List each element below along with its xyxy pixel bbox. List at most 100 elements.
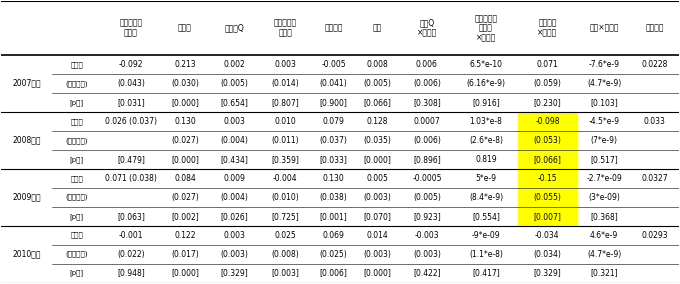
Text: [0.001]: [0.001] bbox=[320, 212, 347, 221]
Text: (0.059): (0.059) bbox=[534, 79, 562, 88]
Text: [0.000]: [0.000] bbox=[171, 98, 199, 107]
Text: [0.517]: [0.517] bbox=[590, 155, 618, 164]
Text: [0.923]: [0.923] bbox=[413, 212, 441, 221]
Text: 三大都市圏
ダミー: 三大都市圏 ダミー bbox=[120, 19, 143, 37]
Text: [0.434]: [0.434] bbox=[220, 155, 248, 164]
Text: 0.033: 0.033 bbox=[644, 117, 666, 126]
Text: (0.006): (0.006) bbox=[413, 136, 441, 145]
Text: 2009年度: 2009年度 bbox=[12, 193, 41, 202]
Text: (0.004): (0.004) bbox=[220, 193, 248, 202]
Text: 0.213: 0.213 bbox=[174, 60, 196, 69]
Text: [p値]: [p値] bbox=[70, 99, 84, 106]
Text: 推定値: 推定値 bbox=[71, 232, 83, 239]
Text: -0.005: -0.005 bbox=[321, 60, 345, 69]
Text: (6.16*e-9): (6.16*e-9) bbox=[466, 79, 505, 88]
Text: (0.003): (0.003) bbox=[413, 250, 441, 259]
Text: (4.7*e-9): (4.7*e-9) bbox=[587, 79, 621, 88]
Text: -0.004: -0.004 bbox=[273, 174, 297, 183]
Text: [0.359]: [0.359] bbox=[271, 155, 299, 164]
Text: [0.103]: [0.103] bbox=[590, 98, 618, 107]
Text: -0.0005: -0.0005 bbox=[412, 174, 441, 183]
Text: (0.017): (0.017) bbox=[171, 250, 199, 259]
Text: -9*e-09: -9*e-09 bbox=[472, 231, 500, 240]
Text: [0.003]: [0.003] bbox=[271, 269, 299, 278]
Text: 0.079: 0.079 bbox=[322, 117, 344, 126]
Text: キャッシュ
フロー: キャッシュ フロー bbox=[273, 19, 296, 37]
Text: 0.071 (0.038): 0.071 (0.038) bbox=[105, 174, 157, 183]
Text: (2.6*e-8): (2.6*e-8) bbox=[469, 136, 503, 145]
Text: (0.022): (0.022) bbox=[117, 250, 145, 259]
Text: [p値]: [p値] bbox=[70, 270, 84, 277]
Text: (0.035): (0.035) bbox=[364, 136, 392, 145]
Text: [0.000]: [0.000] bbox=[364, 269, 392, 278]
Text: (0.034): (0.034) bbox=[534, 250, 562, 259]
Text: (0.003): (0.003) bbox=[364, 193, 392, 202]
Text: (標準誤差): (標準誤差) bbox=[65, 137, 88, 143]
Text: [0.026]: [0.026] bbox=[220, 212, 248, 221]
Text: 土地×ダミー: 土地×ダミー bbox=[590, 24, 619, 33]
Text: 0.069: 0.069 bbox=[322, 231, 344, 240]
Text: (0.003): (0.003) bbox=[364, 250, 392, 259]
Bar bbox=[518, 150, 577, 169]
Bar bbox=[518, 112, 577, 131]
Text: -2.7*e-09: -2.7*e-09 bbox=[586, 174, 622, 183]
Text: 0.0228: 0.0228 bbox=[642, 60, 668, 69]
Text: [p値]: [p値] bbox=[70, 213, 84, 220]
Text: [0.422]: [0.422] bbox=[413, 269, 441, 278]
Text: (0.053): (0.053) bbox=[534, 136, 562, 145]
Text: 0.005: 0.005 bbox=[367, 174, 389, 183]
Text: 負債比率
×ダミー: 負債比率 ×ダミー bbox=[537, 19, 558, 37]
Text: (0.041): (0.041) bbox=[320, 79, 347, 88]
Text: [0.031]: [0.031] bbox=[117, 98, 145, 107]
Text: (0.005): (0.005) bbox=[364, 79, 392, 88]
Text: 0.003: 0.003 bbox=[274, 60, 296, 69]
Text: 4.6*e-9: 4.6*e-9 bbox=[590, 231, 618, 240]
Text: [0.007]: [0.007] bbox=[534, 212, 562, 221]
Text: 負債比率: 負債比率 bbox=[324, 24, 343, 33]
Text: -0.092: -0.092 bbox=[119, 60, 143, 69]
Text: [0.329]: [0.329] bbox=[534, 269, 561, 278]
Text: (0.037): (0.037) bbox=[320, 136, 347, 145]
Text: 土地: 土地 bbox=[373, 24, 382, 33]
Text: [0.916]: [0.916] bbox=[472, 98, 500, 107]
Text: (0.027): (0.027) bbox=[171, 193, 199, 202]
Text: 2008年度: 2008年度 bbox=[12, 136, 41, 145]
Text: [p値]: [p値] bbox=[70, 156, 84, 163]
Text: 0.0007: 0.0007 bbox=[413, 117, 440, 126]
Text: [0.900]: [0.900] bbox=[320, 98, 347, 107]
Text: (0.025): (0.025) bbox=[320, 250, 347, 259]
Text: (標準誤差): (標準誤差) bbox=[65, 251, 88, 257]
Text: 0.003: 0.003 bbox=[223, 117, 245, 126]
Text: 0.130: 0.130 bbox=[322, 174, 344, 183]
Text: [0.063]: [0.063] bbox=[117, 212, 145, 221]
Text: 決定係数: 決定係数 bbox=[645, 24, 664, 33]
Text: (0.014): (0.014) bbox=[271, 79, 299, 88]
Text: 0.025: 0.025 bbox=[274, 231, 296, 240]
Text: 限界のQ: 限界のQ bbox=[224, 24, 244, 33]
Text: (1.1*e-8): (1.1*e-8) bbox=[469, 250, 503, 259]
Text: [0.807]: [0.807] bbox=[271, 98, 299, 107]
Text: (0.008): (0.008) bbox=[271, 250, 299, 259]
Text: (0.011): (0.011) bbox=[271, 136, 299, 145]
Text: 2010年度: 2010年度 bbox=[12, 250, 41, 259]
Text: [0.002]: [0.002] bbox=[171, 212, 199, 221]
Text: (0.006): (0.006) bbox=[413, 79, 441, 88]
Text: 0.128: 0.128 bbox=[367, 117, 388, 126]
Text: (0.005): (0.005) bbox=[220, 79, 248, 88]
Text: 5*e-9: 5*e-9 bbox=[475, 174, 496, 183]
Text: [0.479]: [0.479] bbox=[117, 155, 145, 164]
Text: 0.026 (0.037): 0.026 (0.037) bbox=[105, 117, 157, 126]
Text: 0.010: 0.010 bbox=[274, 117, 296, 126]
Text: 推定値: 推定値 bbox=[71, 175, 83, 181]
Text: [0.006]: [0.006] bbox=[320, 269, 347, 278]
Text: -0.001: -0.001 bbox=[119, 231, 143, 240]
Text: (0.003): (0.003) bbox=[220, 250, 248, 259]
Text: 0.009: 0.009 bbox=[223, 174, 245, 183]
Text: (8.4*e-9): (8.4*e-9) bbox=[469, 193, 503, 202]
Text: [0.725]: [0.725] bbox=[271, 212, 299, 221]
Text: 0.0327: 0.0327 bbox=[641, 174, 668, 183]
Text: キャッシュ
フロー
×ダミー: キャッシュ フロー ×ダミー bbox=[475, 14, 498, 42]
Text: -0.098: -0.098 bbox=[535, 117, 560, 126]
Bar bbox=[518, 188, 577, 207]
Bar bbox=[518, 207, 577, 226]
